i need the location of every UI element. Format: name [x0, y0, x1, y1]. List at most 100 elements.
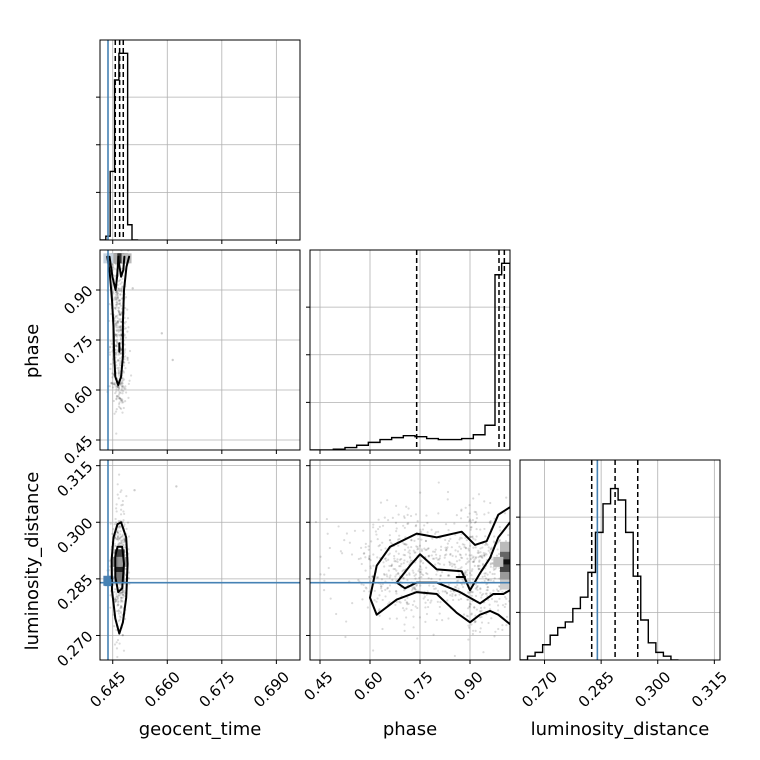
sample-point	[368, 590, 371, 593]
sample-point	[109, 606, 112, 609]
sample-point	[115, 594, 118, 598]
sample-point	[122, 593, 125, 597]
sample-point	[383, 573, 386, 577]
sample-point	[407, 551, 410, 554]
sample-point	[116, 537, 119, 540]
sample-point	[369, 565, 372, 568]
sample-point	[118, 525, 121, 528]
sample-point	[467, 638, 470, 641]
sample-point	[117, 307, 120, 310]
sample-point	[492, 566, 495, 569]
sample-point	[115, 609, 119, 613]
sample-point	[434, 548, 437, 551]
sample-point	[116, 314, 119, 317]
sample-point	[457, 579, 460, 582]
sample-point	[117, 279, 121, 283]
sample-point	[116, 295, 120, 299]
sample-point	[364, 556, 367, 559]
grid	[100, 250, 300, 450]
sample-point	[530, 565, 532, 567]
sample-point	[121, 499, 124, 503]
sample-point	[469, 544, 472, 547]
sample-point	[393, 557, 396, 560]
sample-point	[463, 571, 467, 575]
sample-point	[469, 558, 472, 561]
sample-point	[420, 575, 423, 579]
sample-point	[443, 554, 447, 557]
sample-point	[115, 345, 119, 348]
sample-point	[114, 517, 117, 521]
sample-point	[419, 491, 422, 494]
sample-point	[390, 564, 393, 567]
sample-point	[479, 547, 482, 550]
sample-point	[490, 546, 493, 549]
sample-point	[383, 557, 387, 560]
sample-point	[501, 628, 504, 631]
sample-point	[437, 530, 440, 533]
sample-point	[414, 551, 417, 554]
sample-point	[122, 590, 125, 593]
sample-point	[113, 412, 116, 415]
sample-point	[117, 610, 120, 613]
y-tick-label: 0.285	[53, 571, 96, 614]
sample-point	[434, 587, 437, 590]
sample-point	[119, 325, 122, 328]
sample-point	[414, 577, 417, 580]
sample-point	[395, 550, 398, 553]
sample-point	[511, 554, 513, 556]
sample-point	[393, 560, 396, 563]
sample-point	[414, 588, 418, 591]
sample-point	[113, 590, 116, 594]
sample-point	[117, 402, 121, 406]
sample-point	[445, 547, 448, 550]
sample-point	[460, 566, 463, 569]
sample-point	[115, 303, 118, 307]
sample-point	[118, 333, 121, 337]
sample-point	[115, 345, 118, 348]
sample-point	[327, 566, 330, 570]
sample-point	[115, 408, 118, 411]
sample-point	[119, 304, 123, 307]
sample-point	[413, 586, 416, 589]
sample-point	[471, 519, 475, 522]
sample-point	[340, 552, 344, 555]
sample-point	[424, 548, 427, 552]
sample-point	[117, 619, 120, 622]
sample-point	[398, 565, 401, 568]
sample-point	[424, 606, 427, 609]
sample-point	[121, 385, 124, 388]
sample-point	[119, 598, 122, 602]
sample-point	[444, 590, 447, 593]
x-axis-label-luminosity-distance: luminosity_distance	[531, 719, 710, 740]
sample-point	[477, 568, 481, 571]
sample-point	[438, 554, 442, 557]
sample-point	[114, 352, 117, 355]
sample-point	[367, 548, 370, 551]
sample-point	[119, 596, 122, 599]
sample-point	[454, 594, 457, 597]
sample-point	[115, 305, 118, 309]
sample-point	[471, 578, 474, 581]
sample-point	[109, 345, 112, 348]
sample-point	[484, 572, 487, 575]
sample-point	[118, 334, 121, 337]
sample-point	[413, 574, 416, 577]
sample-point	[415, 524, 418, 527]
sample-point	[395, 600, 398, 603]
sample-point	[114, 307, 117, 311]
sample-point	[116, 385, 120, 388]
sample-point	[114, 344, 117, 348]
sample-point	[115, 510, 118, 513]
y-tick-label: 0.270	[53, 627, 96, 670]
sample-point	[425, 548, 428, 551]
sample-point	[119, 508, 123, 511]
sample-point	[447, 574, 450, 577]
sample-point	[487, 511, 490, 514]
sample-point	[116, 340, 119, 344]
sample-point	[119, 600, 122, 603]
sample-point	[483, 513, 486, 516]
sample-point	[118, 586, 122, 589]
sample-point	[326, 532, 329, 535]
sample-point	[116, 531, 119, 534]
sample-point	[119, 293, 122, 296]
